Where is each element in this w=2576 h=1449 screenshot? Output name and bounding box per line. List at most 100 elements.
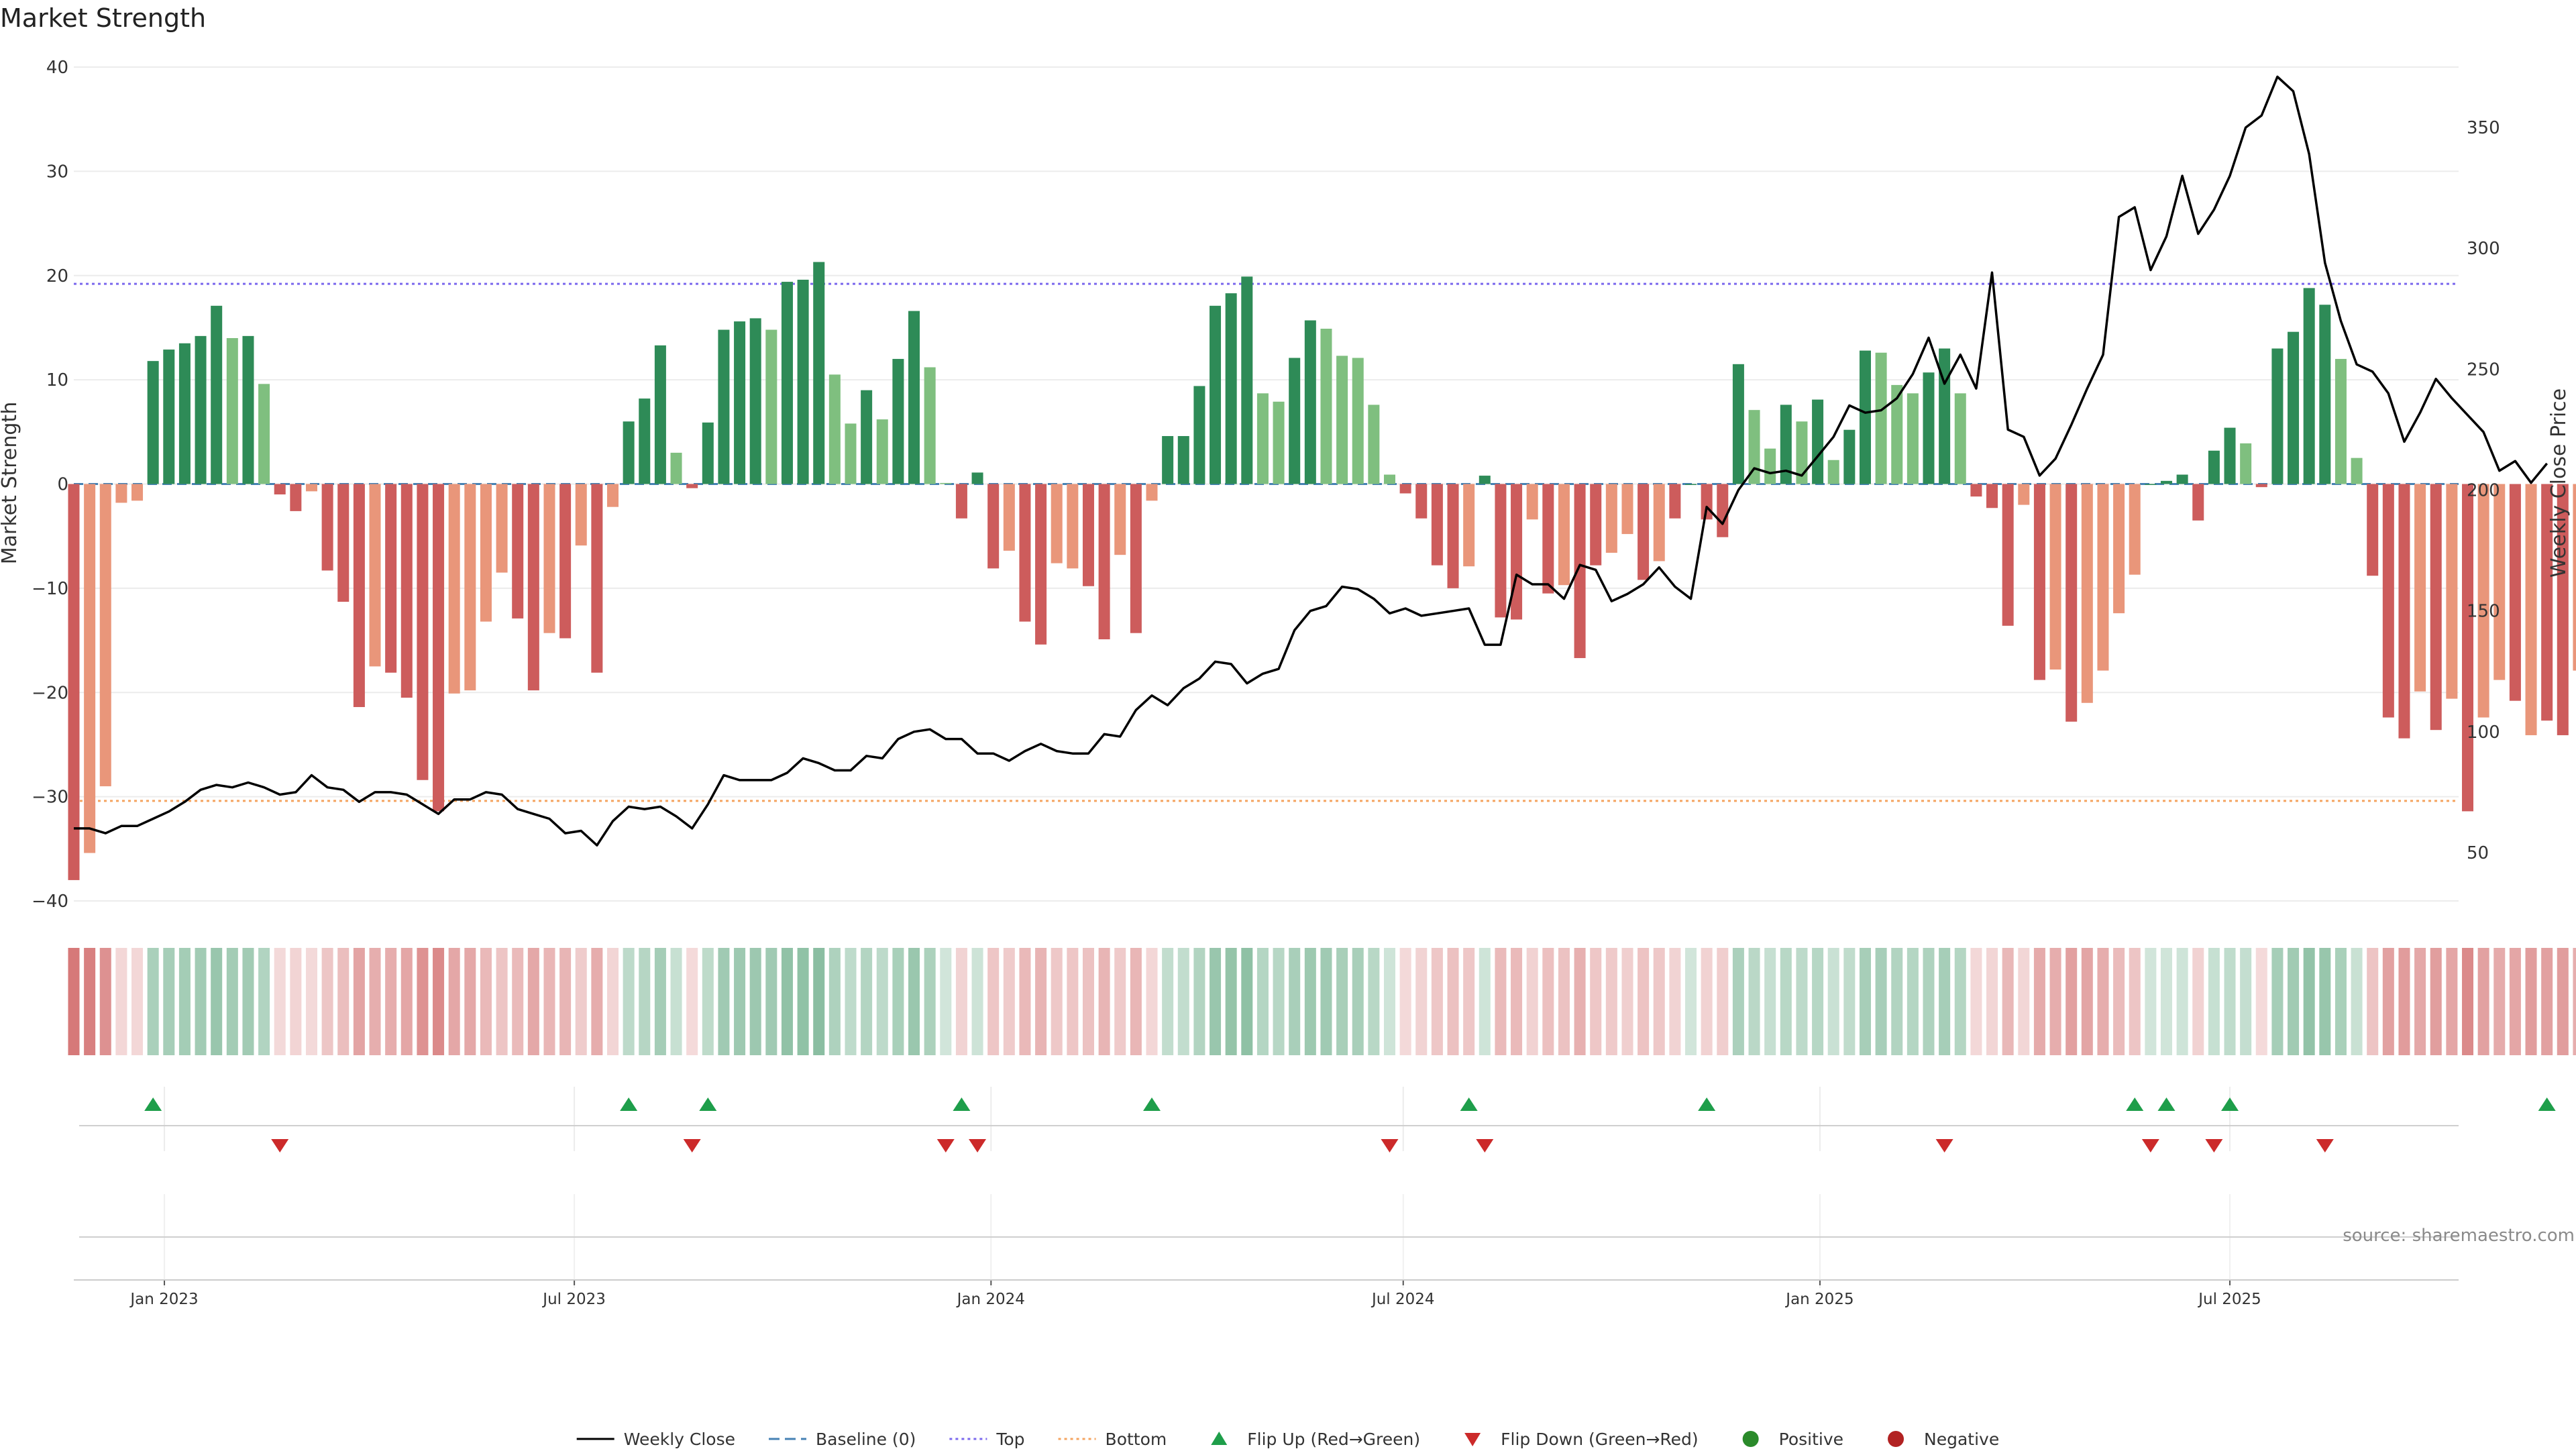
strength-bar bbox=[1653, 484, 1665, 561]
heat-cell bbox=[84, 948, 96, 1055]
strength-bar bbox=[2303, 288, 2315, 484]
strength-bar bbox=[718, 329, 730, 484]
heat-cell bbox=[226, 948, 238, 1055]
strength-bar bbox=[2367, 484, 2379, 576]
strength-bar bbox=[1447, 484, 1459, 588]
heat-cell bbox=[1923, 948, 1935, 1055]
heat-cell bbox=[2367, 948, 2379, 1055]
strength-bar bbox=[2271, 348, 2284, 484]
heat-cell bbox=[908, 948, 920, 1055]
strength-bar bbox=[2509, 484, 2521, 701]
heat-cell bbox=[987, 948, 1000, 1055]
strength-bar bbox=[828, 374, 841, 484]
heat-cell bbox=[1320, 948, 1332, 1055]
heat-cell bbox=[290, 948, 302, 1055]
strength-bar bbox=[2493, 484, 2506, 680]
price-series-line bbox=[74, 75, 2548, 847]
heat-cell bbox=[1146, 948, 1158, 1055]
legend-label: Weekly Close bbox=[624, 1430, 735, 1449]
strength-bar bbox=[1542, 484, 1554, 594]
strength-bar bbox=[1954, 393, 1966, 484]
legend-item-weekly_close: Weekly Close bbox=[576, 1430, 735, 1449]
strength-bar bbox=[1526, 484, 1538, 520]
heat-cell bbox=[2430, 948, 2442, 1055]
strength-bar bbox=[2414, 484, 2426, 692]
left-axis-ticks: 40 30 20 10 0 −10 −20 −30 −40 bbox=[32, 58, 68, 912]
flip-down-marker bbox=[271, 1139, 289, 1152]
source-credit: source: sharemaestro.com bbox=[2343, 1226, 2575, 1246]
heat-cell bbox=[2224, 948, 2236, 1055]
heat-cell bbox=[2573, 948, 2576, 1055]
strength-bar bbox=[321, 484, 333, 571]
heat-cell bbox=[1130, 948, 1142, 1055]
strength-bar bbox=[1685, 484, 1697, 485]
heat-cell bbox=[1511, 948, 1523, 1055]
heat-cell bbox=[1082, 948, 1094, 1055]
heat-cell bbox=[385, 948, 397, 1055]
heat-cell bbox=[1558, 948, 1570, 1055]
strength-bar bbox=[845, 423, 857, 484]
reference-lines bbox=[74, 282, 2459, 802]
heat-cell bbox=[337, 948, 350, 1055]
legend-flip-up-icon bbox=[1211, 1432, 1228, 1445]
flip-down-marker bbox=[1381, 1139, 1399, 1152]
legend-item-flip_down: Flip Down (Green→Red) bbox=[1464, 1430, 1699, 1449]
legend-label: Bottom bbox=[1106, 1430, 1167, 1449]
heat-cell bbox=[654, 948, 666, 1055]
heat-cell bbox=[892, 948, 904, 1055]
heat-cell bbox=[1431, 948, 1443, 1055]
strength-bar bbox=[1146, 484, 1158, 501]
heat-cell bbox=[1162, 948, 1174, 1055]
heat-cell bbox=[2049, 948, 2061, 1055]
heat-cell bbox=[1256, 948, 1269, 1055]
heat-cell bbox=[369, 948, 381, 1055]
heat-cell bbox=[1653, 948, 1665, 1055]
strength-bar bbox=[68, 484, 80, 880]
heat-cell bbox=[2288, 948, 2300, 1055]
legend-item-top: Top bbox=[949, 1430, 1025, 1449]
strength-bar bbox=[258, 384, 270, 484]
legend-item-negative: Negative bbox=[1888, 1430, 1999, 1449]
strength-bar bbox=[433, 484, 445, 812]
legend-item-flip_up: Flip Up (Red→Green) bbox=[1211, 1430, 1420, 1449]
x-tick-label: Jan 2024 bbox=[956, 1291, 1025, 1308]
strength-bar bbox=[686, 484, 698, 488]
heat-cell bbox=[1035, 948, 1047, 1055]
right-tick-label: 250 bbox=[2467, 360, 2500, 380]
flip-up-marker bbox=[1460, 1097, 1478, 1111]
strength-bar bbox=[1479, 476, 1491, 484]
flip-up-marker bbox=[1143, 1097, 1161, 1111]
strength-bar bbox=[1701, 484, 1713, 520]
strength-bar bbox=[987, 484, 1000, 569]
heat-cell bbox=[1907, 948, 1919, 1055]
strength-bar bbox=[955, 484, 967, 519]
heat-cell bbox=[1399, 948, 1411, 1055]
strength-bar bbox=[1225, 293, 1237, 484]
heat-cell bbox=[702, 948, 714, 1055]
strength-bar bbox=[242, 335, 254, 484]
heat-cell bbox=[163, 948, 175, 1055]
heat-cell bbox=[1701, 948, 1713, 1055]
strength-bar bbox=[84, 484, 96, 853]
strength-bar bbox=[2145, 484, 2157, 485]
heat-cell bbox=[2018, 948, 2030, 1055]
strength-bar bbox=[813, 262, 825, 484]
strength-bar bbox=[559, 484, 572, 639]
heat-cell bbox=[1336, 948, 1348, 1055]
strength-bar bbox=[2018, 484, 2030, 505]
heat-cell bbox=[1812, 948, 1824, 1055]
flip-up-marker bbox=[620, 1097, 638, 1111]
heat-cell bbox=[2033, 948, 2045, 1055]
strength-bar bbox=[527, 484, 539, 691]
heat-cell bbox=[2525, 948, 2537, 1055]
right-tick-label: 150 bbox=[2467, 602, 2500, 622]
strength-bar bbox=[1035, 484, 1047, 645]
heat-cell bbox=[512, 948, 524, 1055]
heat-cell bbox=[1114, 948, 1126, 1055]
heat-cell bbox=[591, 948, 603, 1055]
heat-cell bbox=[1352, 948, 1364, 1055]
heat-cell bbox=[1383, 948, 1396, 1055]
heat-cell bbox=[2145, 948, 2157, 1055]
left-tick-label: 20 bbox=[46, 266, 68, 286]
